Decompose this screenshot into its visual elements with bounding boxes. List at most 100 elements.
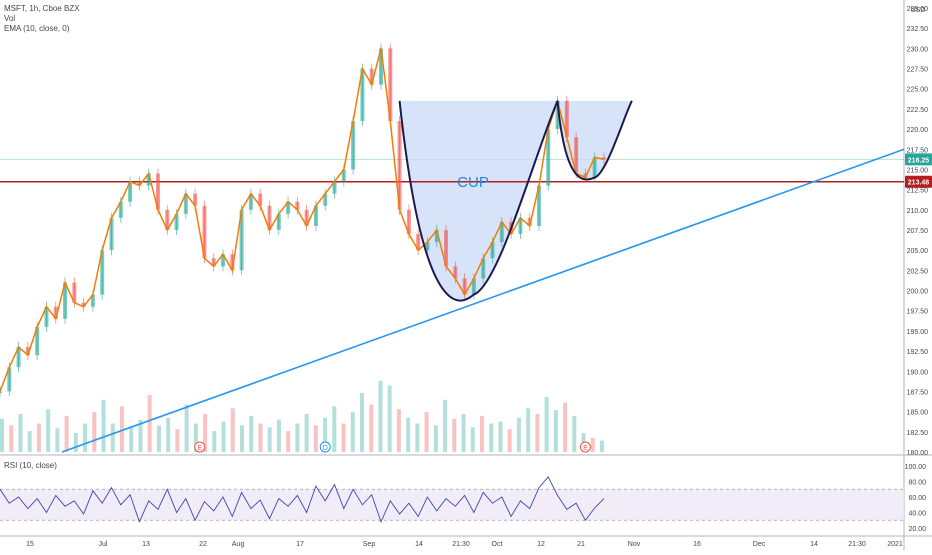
candle-body: [388, 48, 393, 122]
candle-body: [193, 193, 198, 206]
currency-label: USD: [911, 7, 926, 14]
candle-body: [174, 213, 179, 230]
price-tick-label: 202.50: [907, 268, 929, 275]
event-marker-label: E: [583, 445, 588, 452]
volume-bar: [230, 408, 235, 452]
cup-fill: [399, 100, 558, 301]
candle-body: [425, 242, 430, 251]
candle-body: [434, 230, 439, 243]
volume-bar: [535, 414, 540, 452]
candle-body: [286, 201, 291, 214]
volume-bar: [332, 406, 337, 452]
price-tick-label: 222.50: [907, 107, 929, 114]
candle-body: [406, 209, 411, 235]
symbol-legend[interactable]: MSFT, 1h, Cboe BZX: [4, 4, 80, 13]
volume-bar: [212, 431, 217, 452]
volume-bar: [9, 425, 14, 452]
candle-body: [583, 173, 588, 178]
volume-bar: [36, 423, 41, 452]
volume-bar: [489, 423, 494, 452]
volume-bar: [0, 418, 4, 452]
time-tick-label: Sep: [363, 541, 376, 548]
volume-bar: [55, 428, 60, 452]
ema-line: [0, 48, 605, 392]
volume-bar: [46, 409, 51, 452]
volume-bar: [221, 421, 226, 452]
candle-body: [332, 181, 337, 194]
volume-bar: [544, 396, 549, 452]
price-tick-label: 190.00: [907, 369, 929, 376]
volume-bar: [461, 414, 466, 452]
volume-bar: [600, 440, 604, 452]
candle-body: [555, 100, 560, 130]
candle-body: [397, 121, 402, 210]
candle-body: [592, 157, 597, 178]
candle-body: [527, 217, 532, 226]
volume-bar: [240, 425, 244, 452]
volume-bar: [378, 380, 383, 452]
volume-bar: [267, 427, 272, 452]
candle-body: [90, 294, 95, 307]
volume-bar: [443, 399, 448, 452]
price-tick-label: 227.50: [907, 67, 929, 74]
volume-bar: [156, 425, 161, 452]
candle-body: [499, 221, 504, 243]
candle-body: [118, 201, 123, 218]
volume-bar: [415, 423, 420, 452]
volume-bar: [110, 423, 115, 452]
volume-bar: [64, 415, 69, 452]
candle-body: [536, 185, 541, 226]
time-tick-label: Nov: [628, 541, 641, 548]
volume-bar: [258, 423, 263, 452]
volume-bar: [341, 423, 346, 452]
candle-body: [258, 193, 263, 206]
candle-body: [453, 266, 458, 279]
candle-body: [304, 209, 309, 226]
volume-bar: [120, 406, 124, 452]
candle-body: [16, 347, 21, 368]
rsi-tick-label: 60.00: [908, 495, 926, 502]
candle-body: [574, 137, 579, 174]
candle-body: [267, 205, 272, 230]
candle-body: [211, 258, 216, 267]
candle-body: [564, 100, 569, 138]
candle-body: [44, 306, 49, 327]
candle-body: [0, 391, 2, 393]
price-tick-label: 207.50: [907, 228, 929, 235]
candle-body: [360, 68, 365, 122]
volume-bar: [470, 427, 475, 452]
volume-bar: [193, 423, 198, 452]
candle-body: [462, 278, 467, 295]
volume-bar: [101, 399, 106, 452]
candle-body: [155, 173, 160, 210]
candle-body: [416, 234, 421, 251]
candle-body: [490, 242, 495, 259]
volume-bar: [350, 412, 355, 452]
volume-legend[interactable]: Vol: [4, 14, 16, 23]
time-tick-label: Jul: [99, 541, 108, 548]
volume-bar: [27, 431, 32, 452]
candle-body: [295, 201, 300, 210]
rsi-legend[interactable]: RSI (10, close): [4, 461, 57, 470]
time-tick-label: 13: [142, 541, 150, 548]
ema-legend[interactable]: EMA (10, close, 0): [4, 24, 70, 33]
volume-bar: [92, 412, 97, 452]
volume-bar: [563, 402, 568, 452]
candle-body: [239, 209, 244, 271]
event-marker-circle: [319, 441, 331, 453]
price-tick-label: 220.00: [907, 127, 929, 134]
price-badge-label: 213.48: [908, 180, 930, 187]
handle-outline: [556, 100, 633, 181]
volume-bar: [360, 393, 364, 452]
candle-body: [546, 129, 551, 186]
event-marker-label: D: [323, 445, 328, 452]
volume-bar: [572, 415, 577, 452]
price-tick-label: 185.00: [907, 410, 929, 417]
volume-bar: [286, 431, 291, 452]
event-marker-circle: [579, 441, 591, 453]
volume-bar: [452, 418, 457, 452]
price-tick-label: 215.00: [907, 167, 929, 174]
candle-body: [471, 278, 476, 295]
price-tick-label: 180.00: [907, 450, 929, 457]
